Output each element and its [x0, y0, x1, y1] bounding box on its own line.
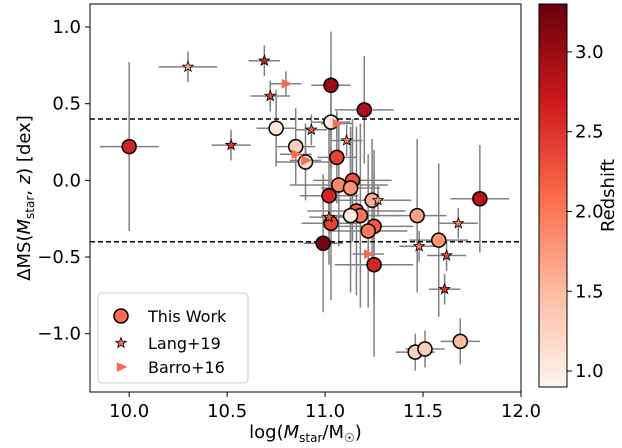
data-point-lang19 [371, 193, 385, 206]
legend-marker-this-work [113, 308, 129, 324]
legend-marker-lang19 [114, 336, 128, 349]
colorbar-tick-label: 1.0 [575, 361, 604, 382]
data-point-this-work [329, 149, 345, 166]
data-point-barro16 [291, 149, 303, 160]
plot-frame [89, 3, 522, 393]
legend-box [97, 292, 249, 384]
data-point-lang19 [258, 54, 271, 67]
data-point-this-work [323, 77, 339, 94]
data-point-lang19 [452, 216, 465, 229]
data-point-this-work [321, 187, 337, 204]
data-point-this-work [342, 207, 359, 224]
legend-label: Lang+19 [148, 334, 221, 353]
colorbar-gradient [538, 3, 568, 388]
legend-label: Barro+16 [148, 358, 225, 377]
data-point-this-work [452, 333, 469, 350]
colorbar-tick-label: 2.0 [575, 201, 604, 222]
data-point-this-work [360, 223, 376, 239]
data-point-this-work [417, 341, 433, 357]
x-tick-label: 10.5 [207, 401, 247, 422]
x-tick-label: 11.5 [403, 401, 443, 422]
data-point-lang19 [322, 210, 336, 223]
colorbar-tick-label: 1.5 [575, 281, 604, 302]
data-point-lang19 [305, 123, 318, 136]
data-point-lang19 [412, 239, 426, 252]
y-tick-label: −0.5 [37, 247, 81, 268]
data-point-this-work [430, 232, 447, 248]
data-point-barro16 [301, 155, 312, 166]
y-tick-label: 1.0 [52, 17, 81, 38]
y-axis-label: ΔMS(Mstar, z) [dex] [14, 115, 37, 281]
colorbar: 1.0 1.5 2.0 2.5 3.0 Redshift [538, 3, 619, 388]
data-point-this-work [342, 180, 359, 196]
colorbar-tick-label: 2.5 [575, 122, 604, 143]
colorbar-label: Redshift [598, 159, 619, 232]
legend-label: This Work [147, 307, 227, 326]
data-point-lang19 [340, 133, 353, 146]
legend: This Work Lang+19 Barro+16 [97, 292, 249, 384]
y-tick-label: 0.5 [52, 94, 81, 115]
data-point-this-work [366, 256, 382, 273]
data-point-lang19 [181, 60, 195, 73]
data-point-barro16 [363, 249, 375, 259]
x-axis-label: log(Mstar/M☉) [249, 422, 362, 444]
data-point-barro16 [332, 118, 344, 129]
data-point-this-work [268, 120, 284, 136]
data-point-this-work [121, 138, 137, 155]
data-points [121, 54, 488, 360]
axes: 10.0 10.5 11.0 11.5 12.0 1.0 0.5 0.0 −0.5 −1.0 log… [14, 17, 541, 445]
y-tick-label: 0.0 [52, 170, 81, 191]
data-point-lang19 [440, 248, 453, 261]
x-tick-label: 10.0 [109, 401, 149, 422]
x-tick-label: 12.0 [501, 401, 541, 422]
data-point-barro16 [281, 78, 293, 89]
data-point-this-work [409, 207, 425, 224]
data-point-lang19 [263, 89, 277, 102]
legend-marker-barro16 [116, 362, 128, 372]
colorbar-tick-label: 3.0 [575, 42, 604, 63]
data-point-lang19 [224, 138, 238, 151]
data-point-this-work [315, 235, 331, 251]
data-point-lang19 [438, 282, 451, 295]
data-point-this-work [472, 191, 488, 207]
y-tick-label: −1.0 [37, 324, 81, 345]
data-point-this-work [356, 102, 373, 118]
x-tick-label: 11.0 [305, 401, 345, 422]
